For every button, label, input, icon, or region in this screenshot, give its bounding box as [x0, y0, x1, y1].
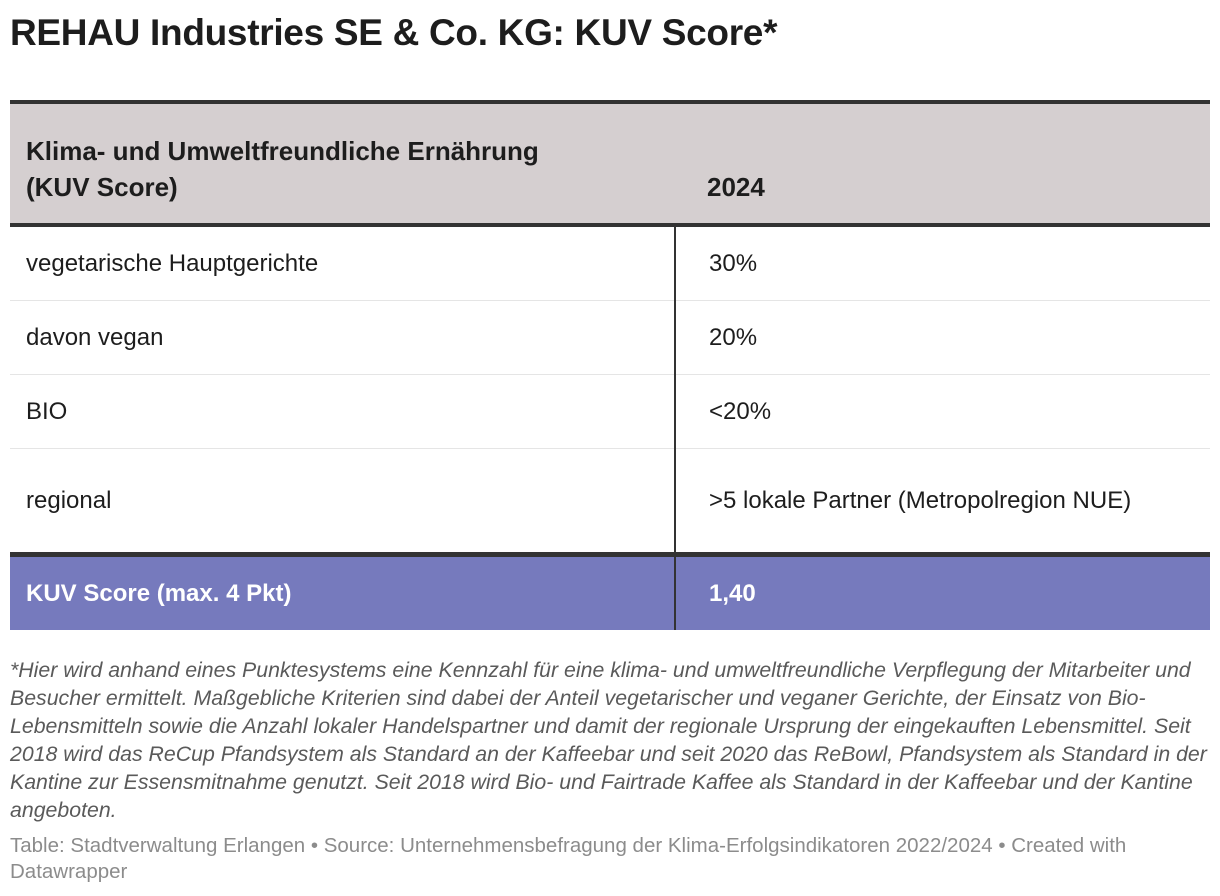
table-row: vegetarische Hauptgerichte 30% [10, 225, 1210, 301]
total-label: KUV Score (max. 4 Pkt) [10, 552, 675, 630]
row-value: 30% [674, 225, 1210, 301]
table-row: BIO <20% [10, 374, 1210, 449]
row-label: regional [26, 486, 112, 514]
header-year: 2024 [675, 100, 1210, 227]
source-note: Table: Stadtverwaltung Erlangen • Source… [10, 834, 1127, 883]
page-title: REHAU Industries SE & Co. KG: KUV Score* [10, 12, 778, 53]
row-label: BIO [10, 374, 675, 449]
row-value: 20% [674, 300, 1210, 375]
table-header-row: Klima- und Umweltfreundliche Ernährung (… [10, 100, 1210, 227]
header-criterion: Klima- und Umweltfreundliche Ernährung (… [10, 100, 675, 227]
footnote: *Hier wird anhand eines Punktesystems ei… [10, 658, 1207, 822]
total-row: KUV Score (max. 4 Pkt) 1,40 [10, 552, 1210, 630]
row-value: >5 lokale Partner (Metropolregion NUE) [674, 448, 1210, 555]
row-label: vegetarische Hauptgerichte [10, 225, 675, 301]
kuv-score-table: Klima- und Umweltfreundliche Ernährung (… [10, 100, 1210, 630]
row-label: davon vegan [10, 300, 675, 375]
total-value: 1,40 [674, 552, 1210, 630]
row-value: <20% [674, 374, 1210, 449]
table-row: regional >5 lokale Partner (Metropolregi… [10, 448, 1210, 555]
header-criterion-line2: (KUV Score) [26, 172, 178, 202]
table-row: davon vegan 20% [10, 300, 1210, 375]
header-criterion-line1: Klima- und Umweltfreundliche Ernährung [26, 136, 539, 166]
